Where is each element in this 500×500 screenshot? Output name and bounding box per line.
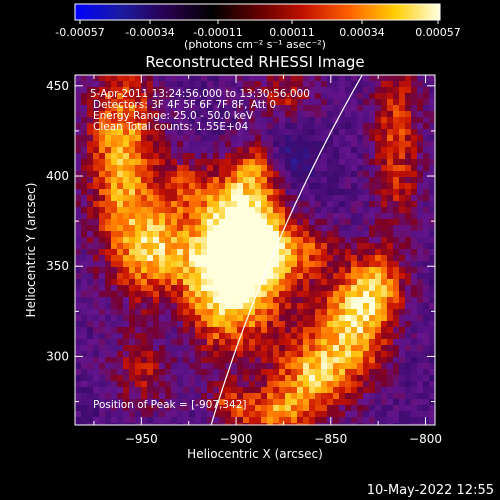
chart-title: Reconstructed RHESSI Image [145, 53, 364, 71]
y-axis-label: Heliocentric Y (arcsec) [24, 183, 38, 318]
x-tick-label: −900 [220, 432, 253, 446]
axes: −950 −900 −850 −800 300 350 400 450 [46, 75, 442, 446]
annotation-line: 5-Apr-2011 13:24:56.000 to 13:30:56.000 [90, 88, 310, 100]
footer-timestamp: 10-May-2022 12:55 [367, 483, 494, 498]
colorbar-tick-label: 0.00034 [339, 26, 385, 39]
y-tick-label: 450 [46, 79, 69, 93]
colorbar-tick-label: 0.00011 [269, 26, 315, 39]
colorbar-units: (photons cm⁻² s⁻¹ asec⁻²) [184, 38, 326, 51]
y-tick-label: 350 [46, 259, 69, 273]
y-tick-label: 400 [46, 169, 69, 183]
colorbar-ticks: -0.00057 -0.00034 -0.00011 0.00011 0.00034 0.… [55, 20, 461, 39]
y-tick-label: 300 [46, 349, 69, 363]
colorbar-tick-label: -0.00011 [193, 26, 242, 39]
plot-frame [74, 74, 436, 426]
annotation-line: Clean Total counts: 1.55E+04 [93, 121, 248, 133]
x-axis-label: Heliocentric X (arcsec) [187, 447, 323, 461]
colorbar [74, 3, 441, 21]
annotation-block: 5-Apr-2011 13:24:56.000 to 13:30:56.000D… [90, 88, 310, 411]
x-tick-label: −850 [314, 432, 347, 446]
x-tick-label: −800 [409, 432, 442, 446]
solar-limb-line [210, 75, 363, 425]
x-tick-label: −950 [125, 432, 158, 446]
annotation-line: Detectors: 3F 4F 5F 6F 7F 8F, Att 0 [93, 99, 276, 111]
colorbar-tick-label: 0.00057 [415, 26, 461, 39]
colorbar-tick-label: -0.00057 [55, 26, 104, 39]
heatmap-image [75, 75, 435, 425]
peak-position-label: Position of Peak = [-907,342] [93, 399, 247, 411]
colorbar-tick-label: -0.00034 [125, 26, 174, 39]
annotation-line: Energy Range: 25.0 - 50.0 keV [93, 110, 254, 122]
